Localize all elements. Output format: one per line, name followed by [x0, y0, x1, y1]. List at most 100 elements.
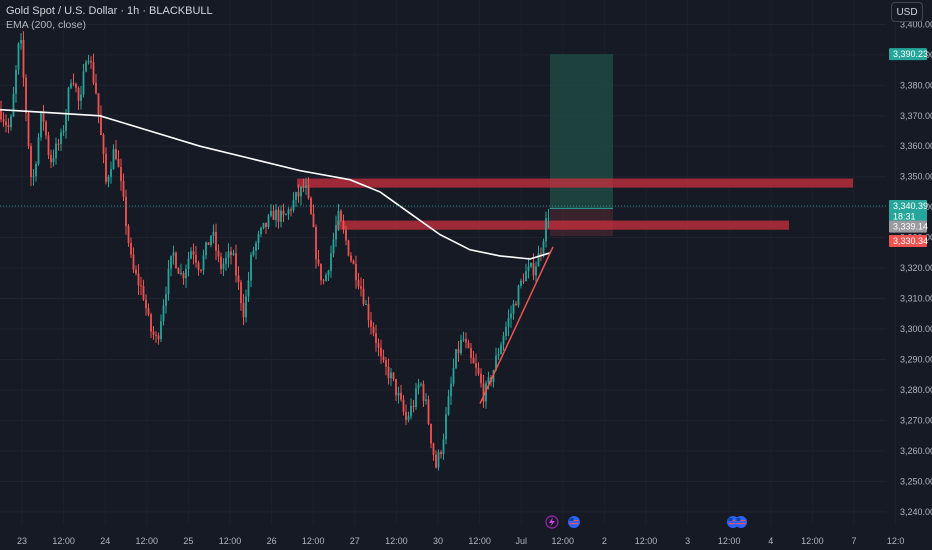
candle-down [122, 173, 125, 201]
candle-up [245, 289, 247, 323]
candle-up [250, 252, 252, 288]
candle-body [535, 266, 537, 276]
time-tick-label: 25 [183, 536, 193, 546]
flag-stripe [736, 523, 746, 525]
candle-body [505, 326, 507, 336]
candle-up [52, 149, 55, 167]
candle-body [107, 176, 110, 182]
candle-up [517, 284, 520, 308]
candle-down [355, 255, 357, 289]
time-tick-label: 3 [685, 536, 690, 546]
indicator-legend[interactable]: EMA (200, close) [6, 19, 86, 31]
price-tag: 3,390.23 [889, 48, 928, 61]
candle-up [15, 65, 17, 103]
candle-body [200, 269, 202, 271]
ascending-trendline[interactable] [479, 246, 554, 404]
candle-up [227, 243, 230, 268]
candle-up [225, 251, 227, 271]
candle-body [137, 273, 140, 286]
price-tick-label: 3,270.00 [900, 415, 932, 425]
price-tag-label: 3,390.23 [893, 49, 928, 59]
flag-stripe [569, 520, 579, 522]
candle-body [415, 388, 417, 408]
candle-body [205, 242, 207, 256]
candle-body [312, 213, 315, 227]
candle-body [242, 303, 245, 318]
candle-up [180, 263, 182, 276]
time-tick-label: 12:00 [136, 536, 159, 546]
candle-down [307, 177, 310, 200]
candle-up [425, 393, 427, 405]
candle-body [417, 384, 420, 389]
candle-body [220, 256, 222, 270]
candle-up [80, 85, 82, 110]
candle-down [432, 442, 435, 461]
candle-down [405, 404, 407, 425]
candle-down [400, 384, 402, 402]
candle-up [512, 299, 515, 320]
price-tick-label: 3,360.00 [900, 141, 932, 151]
candle-body [87, 60, 90, 63]
event-icons[interactable] [545, 515, 747, 529]
candle-body [55, 143, 57, 159]
candle-up [187, 252, 190, 277]
candle-body [172, 252, 175, 256]
candle-body [412, 405, 415, 408]
candle-body [25, 77, 27, 114]
candle-body [305, 185, 307, 188]
resistance-zone[interactable] [297, 178, 853, 188]
candle-body [442, 439, 445, 455]
candle-down [385, 356, 387, 376]
trendline[interactable] [0, 205, 886, 404]
candle-up [87, 54, 90, 65]
flag-stripe [569, 523, 579, 525]
candle-down [480, 368, 482, 388]
candle-up [527, 257, 530, 279]
resistance-zones[interactable] [297, 178, 853, 230]
candle-down [380, 339, 382, 364]
candle-body [7, 125, 10, 128]
candle-body [282, 210, 285, 215]
candle-body [2, 119, 5, 122]
candle-down [127, 223, 130, 247]
candle-body [357, 280, 360, 287]
symbol-title[interactable]: Gold Spot / U.S. Dollar · 1h · BLACKBULL [6, 5, 213, 17]
candle-body [45, 121, 47, 136]
candle-up [252, 246, 255, 257]
candle-body [507, 318, 510, 327]
candle-body [195, 254, 197, 263]
candle-down [77, 86, 80, 110]
price-tick-label: 3,260.00 [900, 446, 932, 456]
candle-down [540, 247, 542, 261]
candle-up [202, 249, 205, 275]
candle-body [47, 135, 50, 156]
time-axis[interactable]: 23 12:00 24 12:00 25 12:00 26 12:00 27 12:00 30 12:… [17, 536, 904, 546]
us-flag-event-icon[interactable] [568, 516, 580, 528]
candle-body [97, 93, 100, 115]
candle-body [297, 192, 300, 197]
time-tick-label: 12:00 [552, 536, 575, 546]
candle-body [435, 454, 437, 468]
candle-down [427, 395, 430, 426]
candle-body [377, 343, 380, 348]
candle-down [310, 196, 312, 216]
currency-button[interactable]: USD [891, 2, 923, 22]
candle-body [470, 348, 472, 358]
candle-up [545, 211, 547, 248]
candle-body [477, 367, 480, 374]
candle-up [205, 241, 207, 260]
long-position-tool[interactable] [550, 54, 613, 237]
candle-down [97, 93, 100, 124]
price-tick-label: 3,240.00 [900, 507, 932, 517]
candle-up [520, 278, 522, 289]
candle-body [140, 285, 142, 287]
us-flag-event-icon[interactable] [735, 516, 747, 528]
lightning-event-icon[interactable] [545, 515, 559, 529]
candle-body [480, 373, 482, 384]
candle-body [290, 209, 292, 211]
candle-body [517, 285, 520, 306]
candle-body [335, 225, 337, 240]
price-tag: 18:31 [889, 210, 927, 223]
resistance-zone[interactable] [337, 220, 789, 230]
